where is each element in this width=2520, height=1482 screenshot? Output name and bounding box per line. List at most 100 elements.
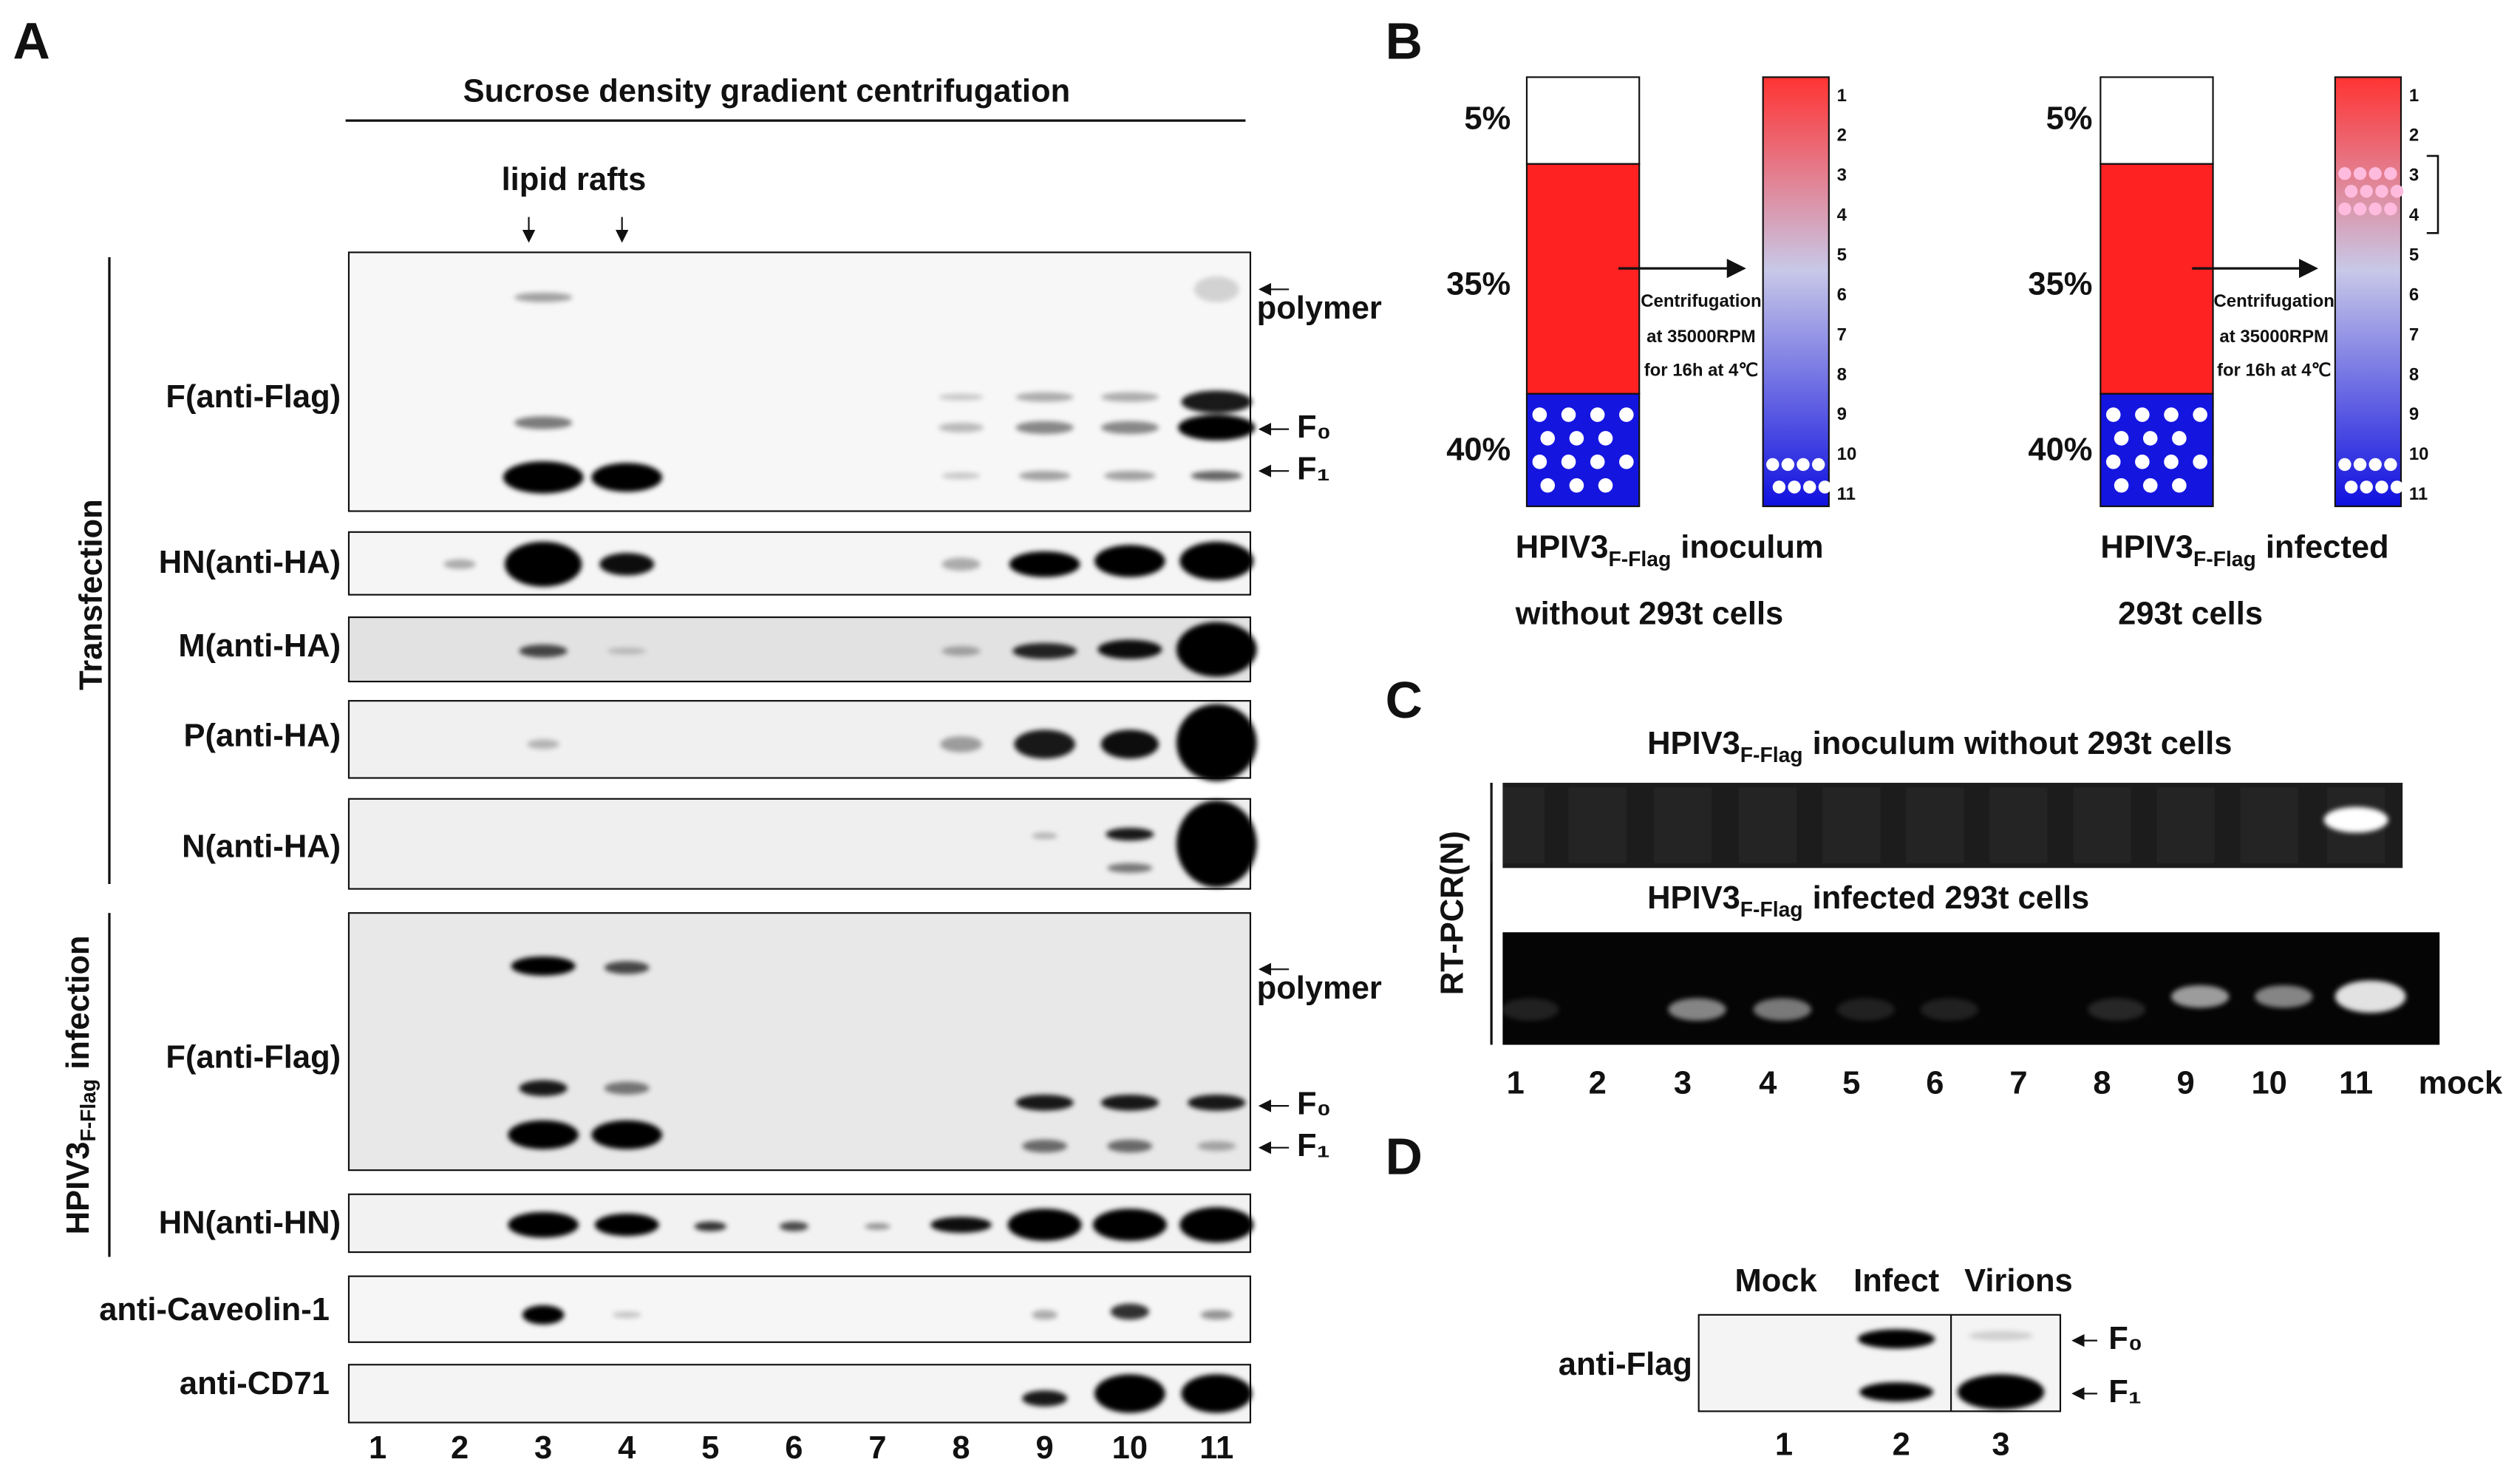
band bbox=[1007, 1209, 1082, 1241]
band bbox=[1501, 998, 1559, 1021]
band bbox=[1181, 1374, 1253, 1413]
band bbox=[514, 292, 573, 302]
lane-label: 11 bbox=[1199, 1430, 1233, 1466]
particle bbox=[1569, 477, 1584, 493]
subscript: F-Flag bbox=[76, 1079, 100, 1142]
lane-label: 6 bbox=[1926, 1065, 1944, 1101]
band bbox=[1104, 471, 1156, 481]
band bbox=[694, 1221, 727, 1231]
lane-label: 3 bbox=[1992, 1427, 2009, 1463]
band bbox=[591, 1120, 663, 1149]
band bbox=[604, 961, 650, 974]
axis-label: RT-PCR(N) bbox=[1435, 831, 1471, 995]
band bbox=[527, 739, 559, 750]
particle bbox=[2390, 185, 2404, 198]
band bbox=[941, 557, 981, 571]
band bbox=[1018, 471, 1071, 481]
particle bbox=[2390, 480, 2404, 494]
lane-streak bbox=[1989, 787, 2048, 863]
blot-label: F(anti-Flag) bbox=[166, 1040, 341, 1075]
particle bbox=[1781, 458, 1795, 472]
lane-label: 10 bbox=[1112, 1430, 1148, 1466]
particle bbox=[1561, 455, 1576, 469]
band bbox=[1969, 1330, 2033, 1341]
marker-label: F₁ bbox=[1297, 1128, 1330, 1163]
lane-streak bbox=[2156, 787, 2215, 863]
particle bbox=[2360, 480, 2373, 494]
virus: HPIV3 bbox=[1516, 530, 1609, 565]
lane-label: 2 bbox=[1893, 1427, 1910, 1463]
gel-title-text: inoculum without 293t cells bbox=[1813, 727, 2233, 762]
fraction-label: 11 bbox=[2409, 484, 2428, 504]
blot-label: anti-Flag bbox=[1559, 1347, 1692, 1382]
band bbox=[1032, 1310, 1058, 1320]
band bbox=[1094, 545, 1165, 577]
particle bbox=[1766, 458, 1780, 472]
particle bbox=[1561, 407, 1576, 422]
centrifugation-note: for 16h at 4℃ bbox=[2217, 361, 2331, 381]
particle bbox=[2360, 185, 2373, 198]
lipid-rafts-label: lipid rafts bbox=[502, 162, 647, 197]
band bbox=[591, 463, 663, 492]
particle bbox=[2135, 407, 2150, 422]
percent-label: 5% bbox=[1464, 101, 1511, 137]
lane-streak bbox=[1822, 787, 1881, 863]
band bbox=[1094, 1374, 1165, 1413]
group-label: Transfection bbox=[74, 499, 109, 690]
particle bbox=[2105, 455, 2121, 469]
blot bbox=[347, 700, 1252, 779]
particle bbox=[1619, 407, 1634, 422]
fraction-label: 7 bbox=[2409, 324, 2419, 344]
band bbox=[1009, 551, 1080, 577]
particle bbox=[2114, 477, 2129, 493]
band bbox=[1178, 415, 1256, 441]
particle bbox=[2164, 455, 2179, 469]
particle bbox=[1619, 455, 1634, 469]
lane-streak bbox=[2073, 787, 2131, 863]
band bbox=[1176, 704, 1257, 781]
particle bbox=[1532, 455, 1547, 469]
band bbox=[2171, 985, 2230, 1008]
particle bbox=[1818, 480, 1832, 494]
band bbox=[1179, 541, 1254, 581]
lane-label: 5 bbox=[1842, 1065, 1860, 1101]
lane-label: 4 bbox=[618, 1430, 636, 1466]
band bbox=[779, 1221, 808, 1231]
gel-title: HPIV3F-Flag inoculum without 293t cells bbox=[1647, 727, 2232, 767]
band bbox=[1920, 998, 1979, 1021]
fraction-label: 9 bbox=[1837, 404, 1847, 424]
band bbox=[1753, 998, 1811, 1021]
particle bbox=[2114, 431, 2129, 446]
band bbox=[508, 1211, 579, 1238]
caption-text: infected bbox=[2266, 530, 2389, 565]
particle bbox=[2375, 480, 2388, 494]
blots: F(anti-Flag) HN(anti-HA) M(anti-HA) P(anti-… bbox=[99, 251, 1257, 1466]
lane-label: 3 bbox=[534, 1430, 552, 1466]
band bbox=[604, 1081, 650, 1095]
band bbox=[503, 461, 584, 494]
fraction-label: 6 bbox=[2409, 285, 2419, 305]
virus: HPIV3 bbox=[61, 1142, 96, 1235]
gradient-tube bbox=[1762, 76, 1830, 508]
lane-label: 7 bbox=[868, 1430, 886, 1466]
bands bbox=[443, 276, 1257, 1413]
blot-bands bbox=[1857, 1329, 2045, 1410]
fraction-label: 1 bbox=[2409, 86, 2419, 106]
band bbox=[865, 1223, 890, 1230]
band bbox=[1107, 1139, 1153, 1153]
particle bbox=[2338, 203, 2352, 216]
band bbox=[940, 735, 982, 752]
lane-streak bbox=[1739, 787, 1797, 863]
gradient-tube bbox=[2334, 76, 2402, 508]
fraction-label: 2 bbox=[1837, 126, 1847, 146]
fraction-label: 9 bbox=[2409, 404, 2419, 424]
particle bbox=[2384, 203, 2397, 216]
blot bbox=[347, 251, 1252, 512]
bracket bbox=[2426, 154, 2439, 234]
band bbox=[1100, 1094, 1159, 1111]
band bbox=[594, 1213, 659, 1237]
lane-label: 6 bbox=[785, 1430, 803, 1466]
band bbox=[939, 393, 984, 401]
band bbox=[939, 422, 984, 432]
